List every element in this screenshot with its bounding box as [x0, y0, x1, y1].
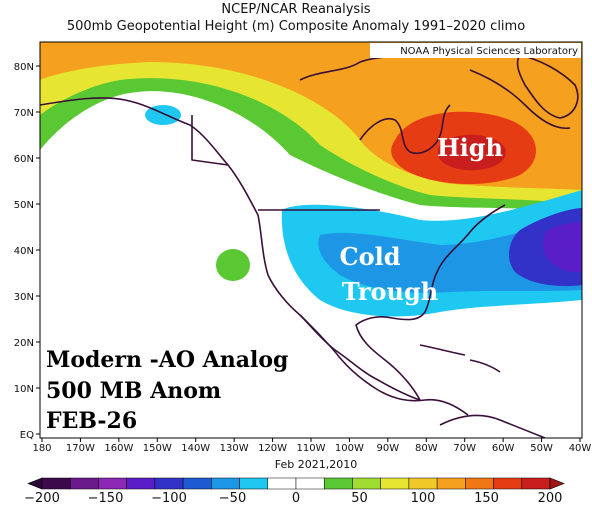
- colorbar-segment: [323, 477, 353, 490]
- trough-label: Trough: [342, 277, 438, 306]
- analog-title-line-2: 500 MB Anom: [46, 378, 221, 404]
- lon-label: 180: [32, 443, 51, 454]
- lon-label: 50W: [530, 443, 553, 454]
- negative-anomaly-200: [543, 222, 582, 273]
- colorbar-segment: [239, 477, 269, 490]
- colorbar-segment: [295, 477, 325, 490]
- lon-label: 110W: [297, 443, 326, 454]
- lat-label: 70N: [14, 108, 34, 119]
- colorbar-segment: [69, 477, 99, 490]
- lon-label: 150W: [143, 443, 172, 454]
- lon-label: 60W: [492, 443, 515, 454]
- lon-label: 90W: [377, 443, 400, 454]
- colorbar-segment: [41, 477, 71, 490]
- lat-label: 30N: [14, 292, 34, 303]
- pacific-positive-blob: [216, 249, 250, 281]
- greenland-line: [516, 54, 579, 119]
- colorbar-high-arrow: [549, 477, 565, 490]
- high-label: High: [437, 133, 503, 162]
- colorbar-segment: [465, 477, 494, 490]
- colorbar-label: −100: [151, 491, 187, 506]
- colorbar-segment: [352, 477, 381, 490]
- latitude-axis: 80N 70N 60N 50N 40N 30N 20N 10N EQ: [14, 62, 40, 441]
- lon-label: 100W: [335, 443, 364, 454]
- colorbar-labels: −200 −150 −100 −50 0 50 100 150 200: [24, 491, 562, 506]
- colorbar-label: 100: [411, 491, 436, 506]
- positive-anomaly-core: [437, 134, 506, 171]
- alaska-border-line: [191, 115, 229, 166]
- lon-label: 80W: [415, 443, 438, 454]
- west-coast-line: [40, 97, 421, 401]
- title-line-2: 500mb Geopotential Height (m) Composite …: [66, 19, 526, 34]
- colorbar: [27, 477, 565, 490]
- lat-label: 20N: [14, 338, 34, 349]
- colorbar-segment: [521, 477, 551, 490]
- lat-label: EQ: [20, 430, 34, 441]
- anomaly-fields: [40, 42, 582, 317]
- lon-label: 170W: [66, 443, 95, 454]
- central-america-line: [299, 314, 469, 416]
- colorbar-segment: [211, 477, 240, 490]
- longitude-axis: 180 170W 160W 150W 140W 130W 120W 110W 100W 90W 80…: [32, 438, 591, 454]
- hudson-bay-line: [359, 104, 451, 155]
- credit-box: [370, 43, 581, 58]
- lat-label: 60N: [14, 154, 34, 165]
- colorbar-segment: [436, 477, 466, 490]
- lon-label: 70W: [453, 443, 476, 454]
- lat-label: 10N: [14, 384, 34, 395]
- colorbar-segment: [182, 477, 212, 490]
- colorbar-segment: [408, 477, 438, 490]
- colorbar-segment: [267, 477, 297, 490]
- colorbar-label: 150: [474, 491, 499, 506]
- lon-label: 120W: [258, 443, 287, 454]
- colorbar-segment: [98, 477, 127, 490]
- east-coast-line: [355, 204, 506, 401]
- lat-label: 50N: [14, 200, 34, 211]
- colorbar-segment: [380, 477, 410, 490]
- lon-label: 130W: [220, 443, 249, 454]
- lon-label: 40W: [569, 443, 592, 454]
- analog-title-line-3: FEB-26: [46, 408, 137, 434]
- lon-label: 140W: [181, 443, 210, 454]
- title-line-1: NCEP/NCAR Reanalysis: [221, 2, 371, 17]
- lon-label: 160W: [104, 443, 133, 454]
- south-america-line: [439, 414, 546, 438]
- colorbar-segment: [154, 477, 184, 490]
- lat-label: 80N: [14, 62, 34, 73]
- cold-label: Cold: [339, 242, 400, 271]
- caribbean-line: [419, 344, 501, 373]
- colorbar-label: 0: [292, 491, 300, 506]
- colorbar-segment: [126, 477, 156, 490]
- lat-label: 40N: [14, 246, 34, 257]
- credit-text: NOAA Physical Sciences Laboratory: [400, 46, 578, 57]
- colorbar-segment: [493, 477, 523, 490]
- colorbar-label: −150: [88, 491, 124, 506]
- colorbar-label: −200: [24, 491, 60, 506]
- colorbar-label: −50: [219, 491, 246, 506]
- colorbar-label: 200: [538, 491, 563, 506]
- colorbar-low-arrow: [27, 477, 43, 490]
- analog-title-line-1: Modern -AO Analog: [46, 347, 288, 373]
- period-label: Feb 2021,2010: [275, 458, 357, 471]
- colorbar-label: 50: [351, 491, 368, 506]
